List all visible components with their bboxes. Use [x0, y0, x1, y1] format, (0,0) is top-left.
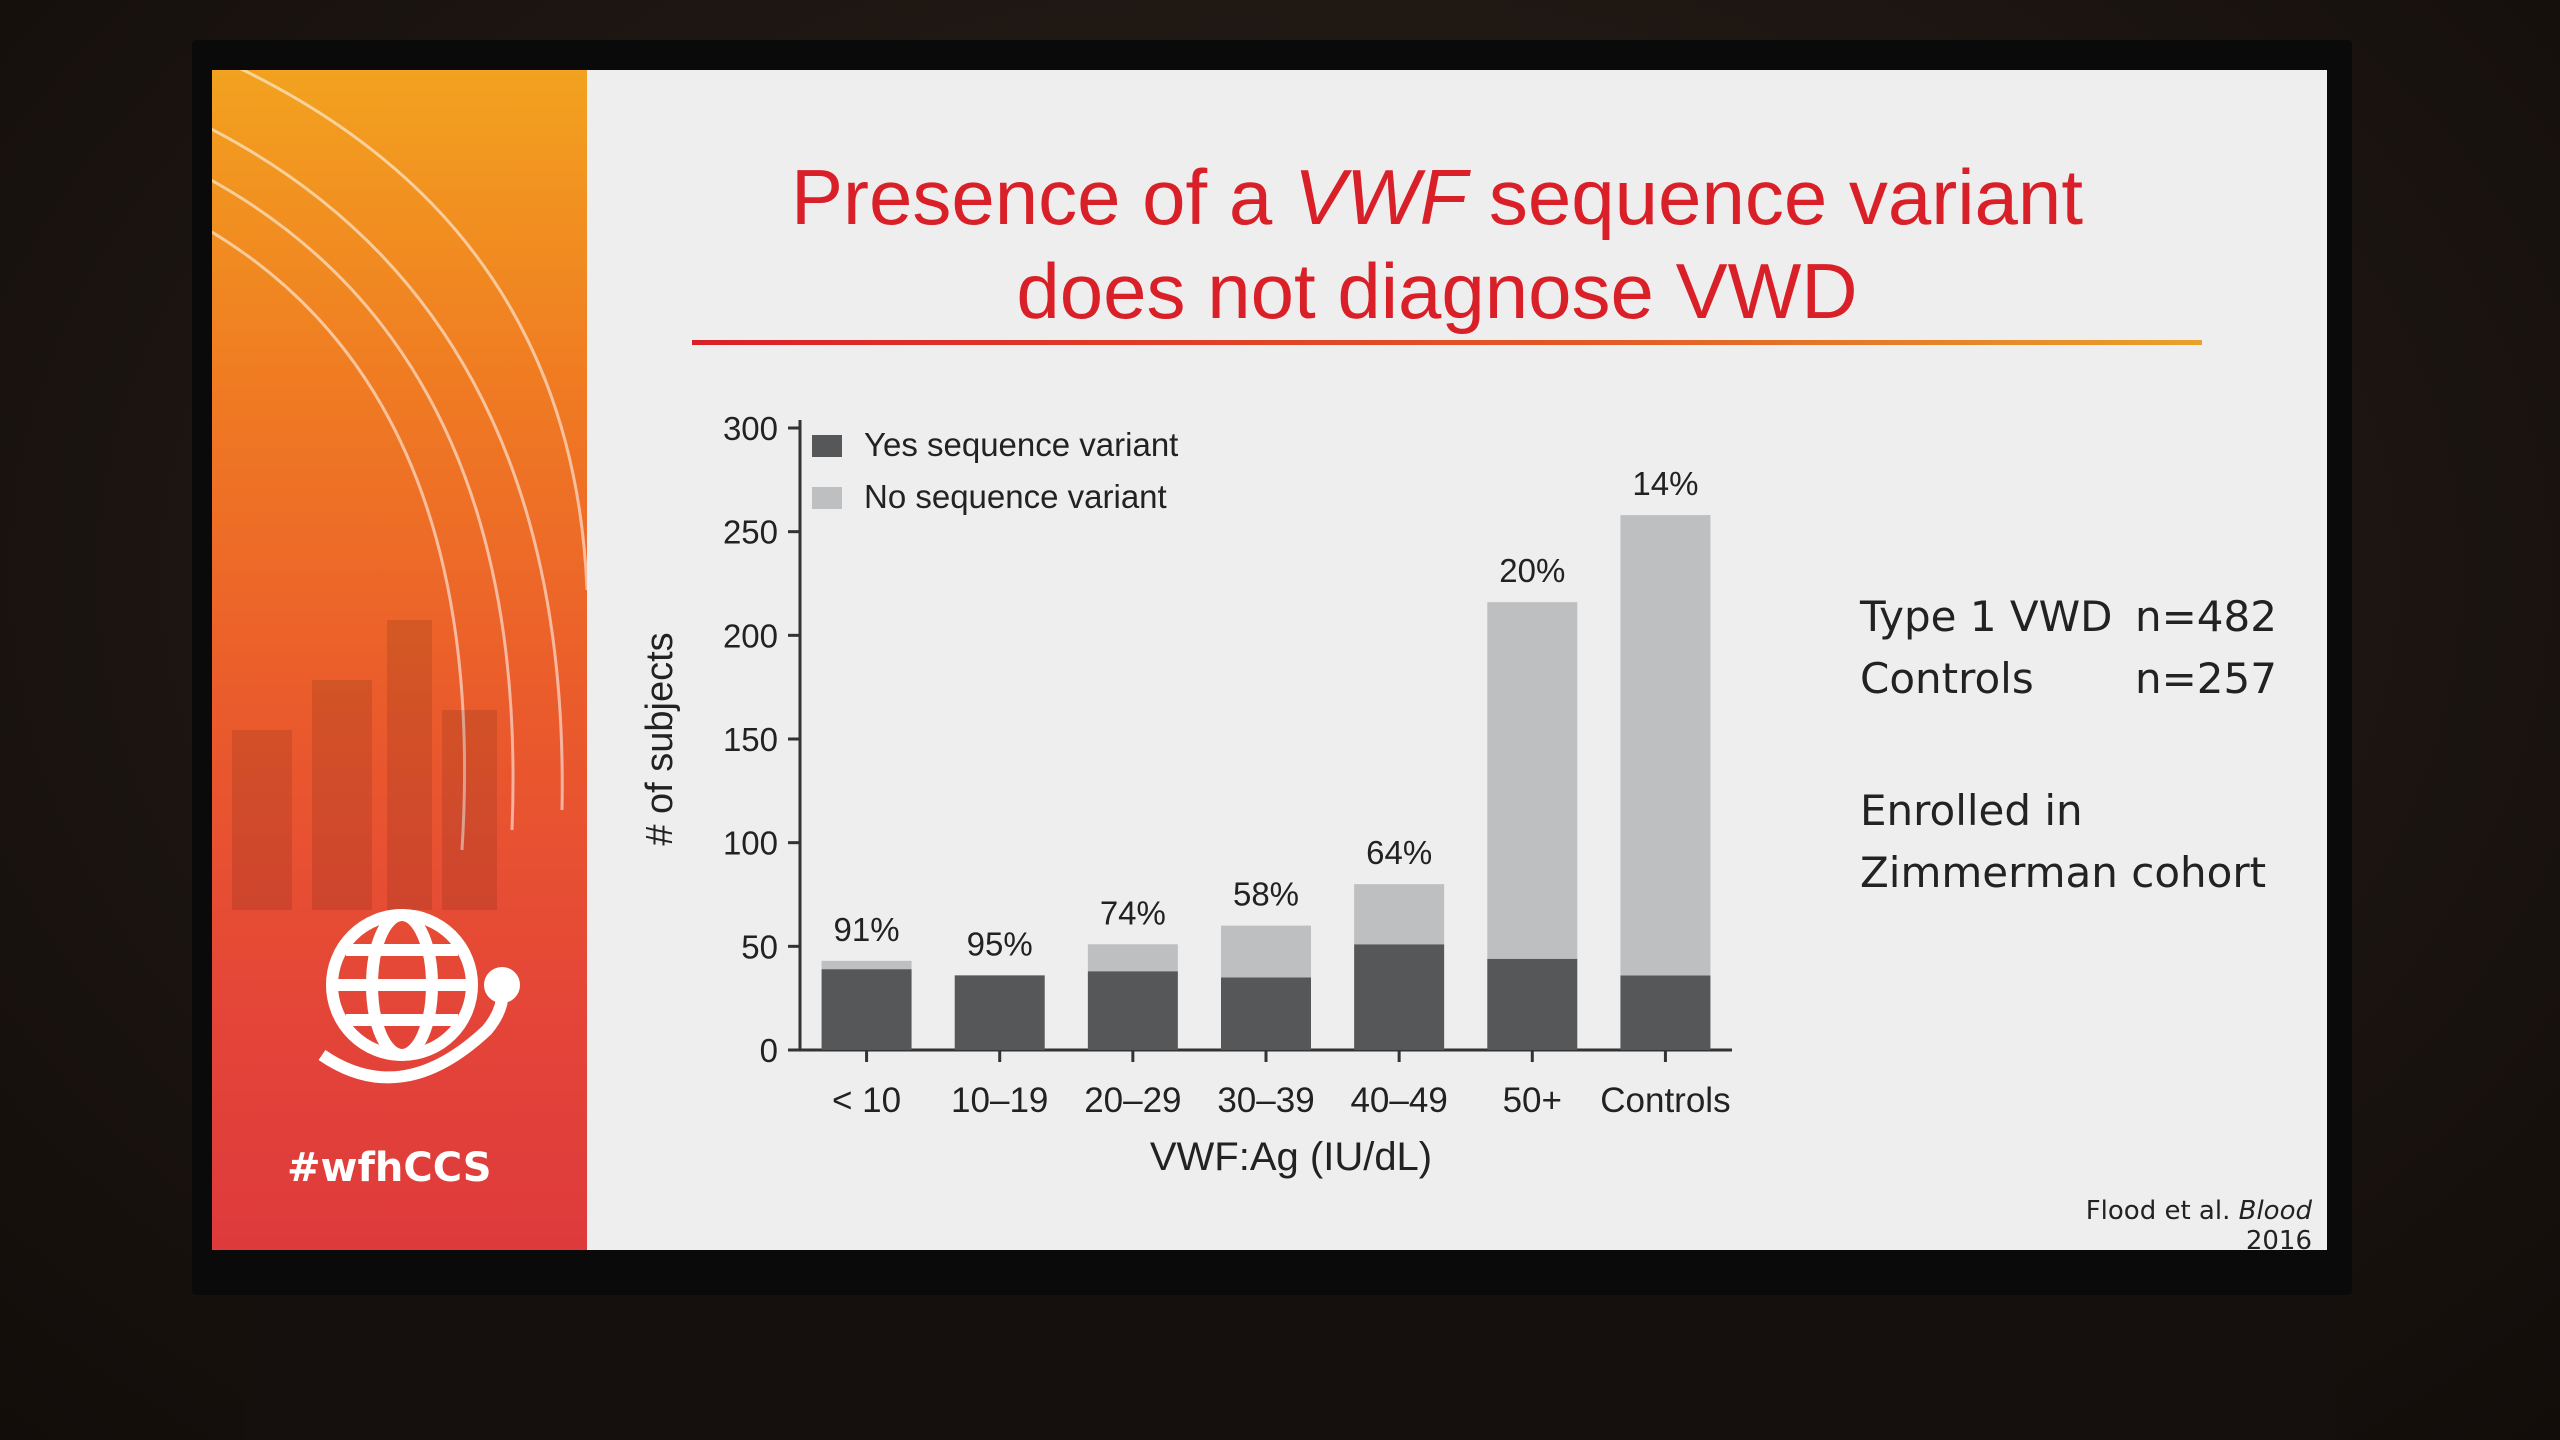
x-tick-label: 40–49: [1350, 1081, 1447, 1120]
legend-label: Yes sequence variant: [864, 426, 1178, 463]
bar-no-variant: [821, 960, 912, 970]
x-tick-label: Controls: [1600, 1081, 1730, 1120]
citation-authors: Flood et al.: [2085, 1196, 2239, 1226]
bar-percent-label: 20%: [1499, 552, 1565, 589]
y-tick-label: 300: [723, 410, 778, 447]
bar-percent-label: 14%: [1632, 465, 1698, 502]
citation-journal: Blood: [2238, 1196, 2312, 1226]
bar-percent-label: 58%: [1233, 876, 1299, 913]
bar-no-variant: [1487, 602, 1578, 959]
legend-swatch: [812, 435, 842, 457]
bar-yes-variant: [1487, 958, 1578, 1050]
citation-year: 2016: [2245, 1226, 2312, 1250]
globe-hand-icon: [318, 909, 520, 1084]
bar-yes-variant: [1087, 971, 1178, 1050]
title-line1-italic: VWF: [1293, 153, 1468, 241]
bar-yes-variant: [1221, 977, 1311, 1050]
title-underline: [692, 340, 2202, 345]
bar-no-variant: [1620, 515, 1711, 976]
y-tick-label: 50: [741, 928, 778, 965]
bar-no-variant: [1354, 884, 1445, 945]
stacked-bar-chart: 0 50 100 150 200 250 300 # of subjects 91% < 10 95…: [639, 410, 1732, 1179]
y-tick-label: 0: [760, 1032, 778, 1069]
y-tick-label: 250: [723, 514, 778, 551]
banner-decoration: [212, 70, 587, 1084]
bar-yes-variant: [821, 969, 912, 1050]
type1-count: n=482: [2135, 592, 2277, 641]
slide-title: Presence of a VWF sequence variant does …: [662, 150, 2212, 338]
x-tick-label: 30–39: [1217, 1081, 1314, 1120]
hashtag-label: #wfhCCS: [287, 1145, 492, 1191]
bar-no-variant: [1087, 944, 1178, 972]
bar-percent-label: 91%: [834, 911, 900, 948]
bar-percent-label: 64%: [1366, 834, 1432, 871]
controls-label: Controls: [1860, 654, 2034, 703]
display-stand: [245, 1280, 2335, 1440]
bar-yes-variant: [954, 975, 1045, 1050]
bar-percent-label: 95%: [967, 925, 1033, 962]
side-banner: #wfhCCS: [212, 70, 587, 1250]
title-line2: does not diagnose VWD: [1016, 247, 1858, 335]
slide: #wfhCCS Presence of a VWF sequence varia…: [212, 70, 2327, 1250]
y-tick-label: 200: [723, 617, 778, 654]
enrollment-note: Enrolled in Zimmerman cohort: [1860, 786, 2267, 897]
y-tick-label: 100: [723, 825, 778, 862]
y-tick-label: 150: [723, 721, 778, 758]
citation: Flood et al. Blood 2016: [2012, 1196, 2312, 1250]
bar-percent-label: 74%: [1100, 894, 1166, 931]
bar-no-variant: [1221, 925, 1311, 978]
y-axis-label: # of subjects: [639, 632, 681, 845]
title-line1-post: sequence variant: [1467, 153, 2083, 241]
x-tick-label: < 10: [832, 1081, 901, 1120]
x-axis-label: VWF:Ag (IU/dL): [1150, 1135, 1432, 1179]
controls-count: n=257: [2135, 654, 2277, 703]
legend-label: No sequence variant: [864, 478, 1167, 515]
title-line1-pre: Presence of a: [790, 153, 1294, 241]
type1-label: Type 1 VWD: [1860, 592, 2113, 641]
x-tick-label: 10–19: [951, 1081, 1048, 1120]
x-tick-label: 20–29: [1084, 1081, 1181, 1120]
bar-yes-variant: [1620, 975, 1711, 1050]
bar-yes-variant: [1354, 944, 1445, 1050]
x-tick-label: 50+: [1503, 1081, 1562, 1120]
legend-swatch: [812, 487, 842, 509]
